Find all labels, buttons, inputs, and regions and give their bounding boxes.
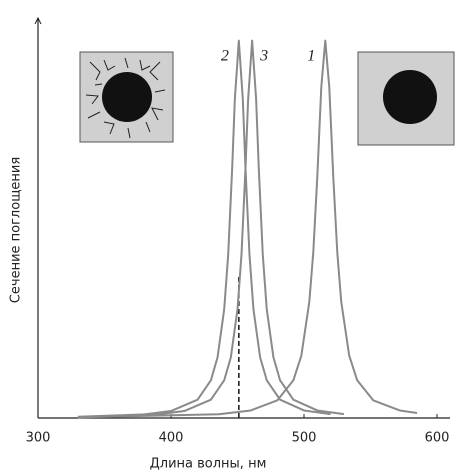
series-label: 3 <box>259 47 268 64</box>
curve <box>91 39 345 418</box>
x-tick-label: 300 <box>26 431 51 446</box>
x-axis-label: Длина волны, нм <box>150 457 267 472</box>
series-label: 2 <box>221 47 229 64</box>
curve <box>77 39 418 419</box>
curve <box>77 39 331 418</box>
y-axis-label: Сечение поглощения <box>9 157 24 303</box>
y-axis-arrow <box>34 16 42 25</box>
x-tick-label: 600 <box>425 431 450 446</box>
series-label: 1 <box>307 47 315 64</box>
x-tick-label: 500 <box>292 431 317 446</box>
inset-right <box>357 51 455 146</box>
x-tick-label: 400 <box>159 431 184 446</box>
inset-left <box>79 51 174 143</box>
